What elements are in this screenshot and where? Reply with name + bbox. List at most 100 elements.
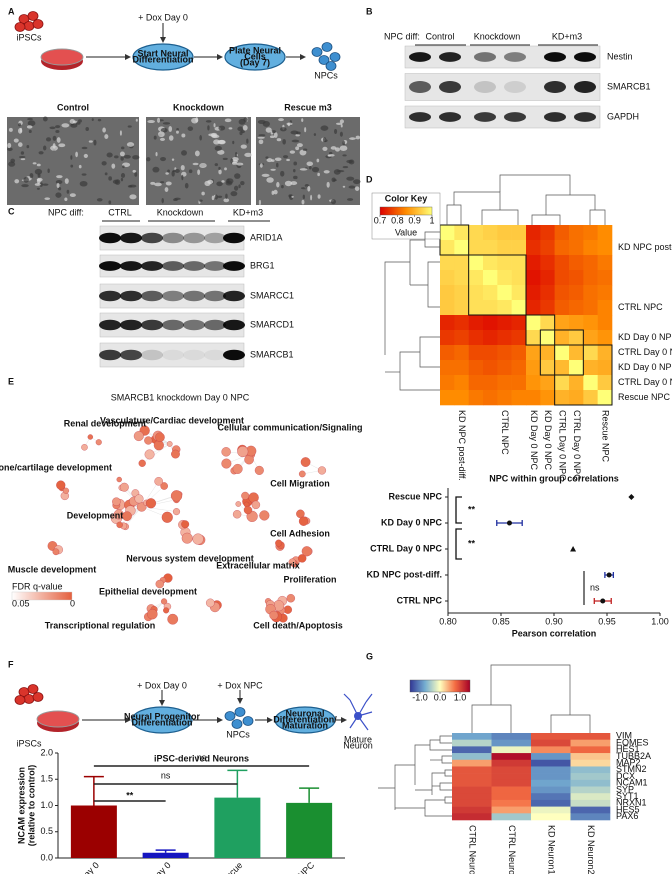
heatmap-cell [468, 240, 484, 256]
column-label: KD Day 0 NPC [529, 410, 539, 471]
micrograph-texture [42, 183, 49, 186]
micrograph-texture [64, 197, 68, 202]
micrograph-texture [225, 178, 234, 185]
dendrogram [424, 231, 440, 248]
x-tick-label: KD Day 0 [138, 860, 172, 874]
micrograph-texture [69, 119, 76, 124]
heatmap-cell [497, 330, 512, 346]
micrograph-texture [154, 182, 162, 187]
network-node [166, 441, 173, 447]
blot-band [162, 349, 184, 361]
heatmap-cell [531, 779, 571, 787]
icon-label: iPSCs [16, 738, 42, 748]
step-label: Plate Neural [229, 45, 281, 55]
micrograph-texture [88, 140, 93, 143]
micrograph-texture [346, 198, 354, 201]
micrograph-texture [168, 135, 174, 141]
heatmap-cell [554, 240, 570, 256]
heatmap-cell [497, 285, 512, 301]
micrograph-texture [283, 155, 289, 159]
heatmap-cell [570, 759, 611, 767]
x-tick-label: CTRL Day 0 [59, 860, 101, 874]
blot-group: Control [425, 31, 454, 41]
heatmap-cell [491, 739, 532, 747]
micrograph-texture [173, 198, 178, 202]
micrograph-texture [302, 194, 305, 200]
key-tick-label: 1.0 [454, 692, 467, 702]
heatmap-cell [597, 390, 613, 406]
row-label: CTRL Day 0 NPC [618, 377, 672, 387]
blot-band [504, 52, 526, 62]
heatmap-cell [511, 255, 527, 271]
network-node [269, 610, 279, 620]
micrograph-texture [224, 118, 232, 123]
dendrogram [439, 735, 452, 744]
row-label: SYP [616, 784, 634, 794]
heatmap-cell [554, 270, 570, 286]
cluster-label: Muscle development [8, 564, 97, 574]
micrograph-texture [346, 176, 355, 181]
dendrogram [446, 204, 462, 225]
dish-rim [36, 710, 80, 728]
micrograph-texture [349, 137, 356, 140]
dendrogram [531, 214, 561, 225]
micrograph-texture [257, 136, 265, 139]
micrograph-texture [340, 124, 343, 128]
network-node [235, 501, 242, 507]
blot-band [183, 319, 205, 331]
micrograph-texture [120, 177, 124, 182]
blot-band [183, 349, 205, 361]
micrograph-texture [160, 127, 168, 133]
micrograph-texture [32, 162, 37, 165]
heatmap-cell [554, 330, 570, 346]
micrograph-texture [348, 185, 356, 189]
heatmap-cell [454, 300, 469, 316]
network-node [112, 497, 121, 506]
micrograph-texture [289, 194, 294, 200]
blot-band [439, 81, 461, 93]
network-node [163, 607, 170, 614]
micrograph-texture [261, 173, 270, 177]
network-node [254, 465, 264, 475]
micrograph-texture [306, 161, 314, 167]
heatmap-cell [491, 746, 532, 754]
micrograph-texture [289, 150, 296, 154]
step-node [224, 43, 286, 71]
micrograph-texture [278, 118, 284, 122]
dendrogram [419, 336, 440, 368]
blot-group: CTRL [108, 207, 132, 217]
micrograph-texture [192, 162, 199, 166]
micrograph-texture [233, 185, 239, 191]
blot-group: Knockdown [474, 31, 521, 41]
network-node [237, 446, 249, 458]
step-label: Differentiation [131, 717, 192, 727]
blot-group: KD+m3 [552, 31, 582, 41]
heatmap-cell [454, 270, 469, 286]
neuron-branch [365, 693, 373, 703]
micrograph-texture [75, 151, 78, 158]
blot-label: SMARCB1 [250, 349, 294, 359]
micrograph-texture [128, 184, 137, 188]
micrograph-texture [240, 144, 247, 149]
micrograph-texture [199, 163, 207, 168]
micrograph-texture [258, 134, 266, 137]
network-node [161, 598, 168, 605]
cell-icon [234, 707, 246, 717]
blot-strip [404, 73, 601, 101]
micrograph-texture [214, 163, 219, 167]
micrograph-texture [236, 162, 244, 166]
x-tick-label: 1.00 [651, 616, 669, 626]
micrograph-texture [10, 158, 16, 163]
micrograph-texture [171, 170, 175, 177]
micrograph-texture [122, 165, 125, 169]
cell-icon [27, 11, 39, 21]
x-tick-label: 0.80 [439, 616, 457, 626]
micrograph-texture [334, 128, 338, 135]
heatmap-cell [491, 799, 532, 807]
legend-tick: 0 [70, 598, 75, 608]
network-node [81, 444, 88, 451]
heatmap-cell [468, 330, 484, 346]
micrograph-texture [339, 145, 348, 152]
significance: ** [126, 790, 134, 800]
